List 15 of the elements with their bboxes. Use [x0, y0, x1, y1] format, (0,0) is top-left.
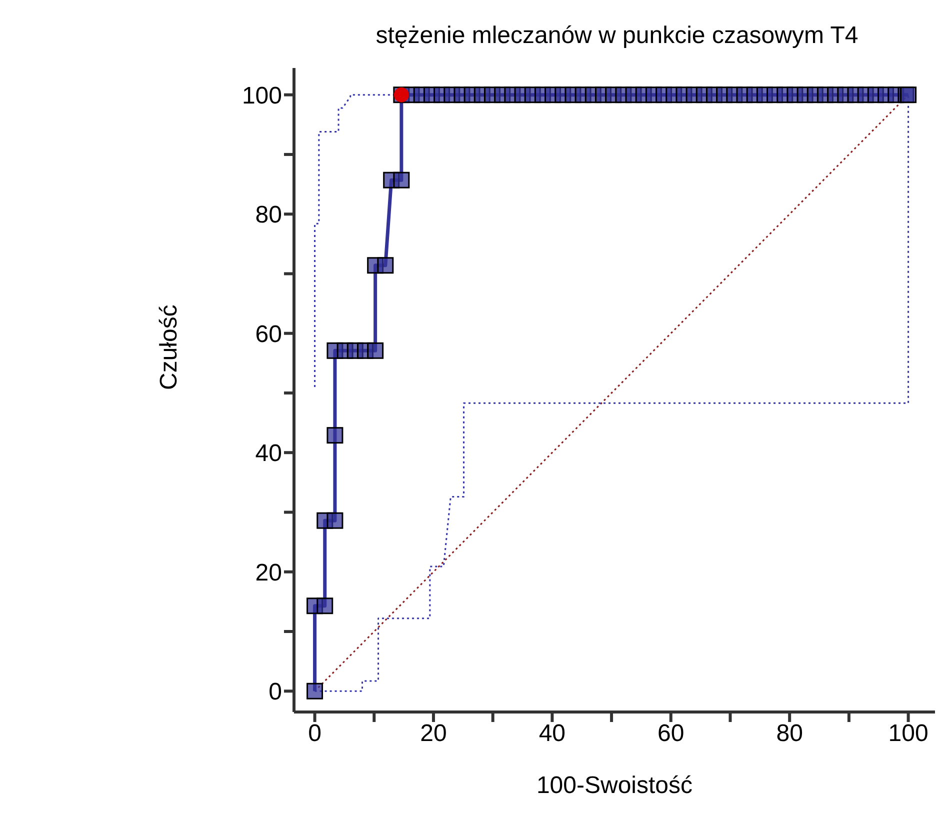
x-tick-label: 100: [888, 720, 928, 748]
x-tick-label: 0: [308, 720, 322, 748]
y-tick-label: 0: [268, 678, 282, 706]
y-axis-title: Czułość: [156, 304, 183, 390]
y-tick-label: 20: [255, 559, 282, 586]
x-tick-label: 40: [538, 720, 566, 748]
x-tick-label: 20: [420, 720, 447, 748]
chart-title: stężenie mleczanów w punkcie czasowym T4: [374, 22, 860, 50]
x-tick-label: 80: [776, 720, 803, 748]
y-tick-label: 100: [242, 82, 282, 110]
x-axis-title: 100-Swoistość: [536, 772, 693, 799]
y-tick-label: 40: [255, 440, 282, 468]
y-tick-label: 60: [255, 320, 282, 348]
y-tick-label: 80: [255, 202, 282, 229]
x-tick-label: 60: [658, 720, 684, 748]
